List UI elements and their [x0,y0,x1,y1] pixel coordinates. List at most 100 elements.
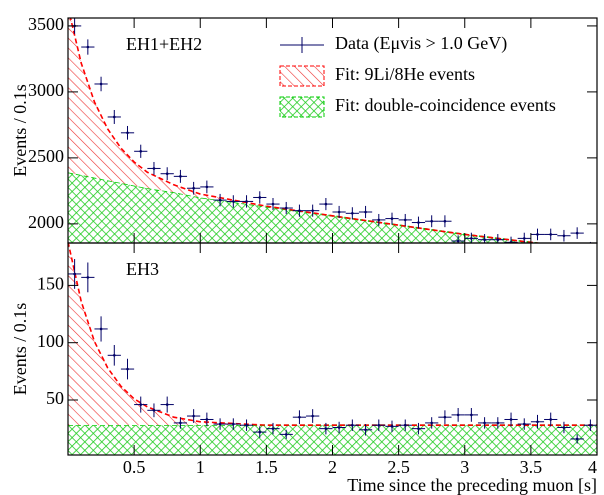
data-point [152,409,156,412]
data-point [470,237,473,240]
data-point [112,115,116,119]
data-point [430,421,433,425]
y-tick-label: 3500 [28,14,64,34]
x-tick-label: 0.5 [123,457,146,477]
x-tick-label: 2.5 [387,457,410,477]
data-point [575,437,579,441]
y-tick-label: 100 [37,331,64,351]
data-point [351,212,354,215]
legend-swatch [279,96,325,118]
data-point [390,425,394,428]
data-point [284,433,288,436]
data-point [218,422,222,426]
y-axis-label: Events / 0.1s [10,84,30,177]
panel-label: EH3 [126,259,159,279]
data-point [99,82,103,86]
panel-label: EH1+EH2 [126,34,202,54]
y-axis-label: Events / 0.1s [10,303,30,396]
data-point [496,238,500,242]
data-point [179,421,182,425]
data-point [139,403,143,406]
data-point [403,218,407,222]
data-point [536,420,539,424]
plot-area [68,18,592,249]
data-point [99,327,103,331]
data-point [126,131,129,135]
data-point [417,427,420,430]
x-tick-label: 2 [328,457,337,477]
data-point [562,426,566,429]
data-point [377,423,381,427]
data-point [377,218,381,222]
fit-line [68,243,597,427]
data-point [258,196,262,199]
y-tick-label: 2000 [28,212,64,232]
data-point [245,200,248,203]
fit-line [69,18,544,243]
data-point [192,186,195,190]
data-point [456,413,460,417]
x-tick-label: 4 [588,457,597,477]
data-point [549,233,553,236]
legend-swatch [279,65,325,87]
data-point [536,233,539,236]
data-point [417,221,420,224]
data-point [522,422,526,426]
data-point [165,172,169,176]
data-point [258,430,262,434]
data-point [232,200,235,203]
legend-label: Data (Eμvis > 1.0 GeV) [335,33,507,54]
data-point [205,418,209,421]
data-point [112,354,116,357]
data-point [311,209,314,212]
data-point [284,206,288,210]
data-point [126,367,129,371]
x-tick-label: 3.5 [520,457,543,477]
legend-label: Fit: 9Li/8He events [335,64,475,84]
data-point [443,415,447,419]
data-point [179,175,182,178]
data-point [351,423,354,427]
y-tick-label: 2500 [28,146,64,166]
x-tick-label: 1.5 [255,457,278,477]
data-point [298,415,301,419]
data-point [509,418,513,421]
fit-area [68,243,597,426]
data-point [483,238,486,242]
data-point [483,421,486,425]
data-point [589,246,592,249]
data-point [364,210,367,214]
data-point [192,414,195,418]
y-tick-label: 50 [46,388,64,408]
legend-label: Fit: double-coincidence events [335,95,556,115]
data-point [324,202,328,206]
x-tick-label: 1 [196,457,205,477]
data-point [298,209,301,212]
data-point [232,422,235,426]
data-point [271,202,275,206]
data-point [470,413,473,417]
data-point [456,239,460,243]
fit-area [68,172,537,243]
data-point [522,237,526,240]
data-point [364,428,367,432]
data-point [165,403,169,406]
data-point [403,423,407,427]
data-point [311,414,314,418]
data-point [271,427,275,430]
data-point [390,217,394,220]
data-point [139,149,143,153]
data-point [337,426,341,429]
data-point [337,210,341,214]
data-point [589,423,592,427]
x-axis-label: Time since the preceding muon [s] [347,475,597,495]
data-point [73,272,76,276]
data-point [152,167,156,170]
data-point [245,423,248,427]
data-point [324,427,328,430]
data-point [496,421,500,425]
data-point [86,276,90,279]
data-point [575,231,579,235]
